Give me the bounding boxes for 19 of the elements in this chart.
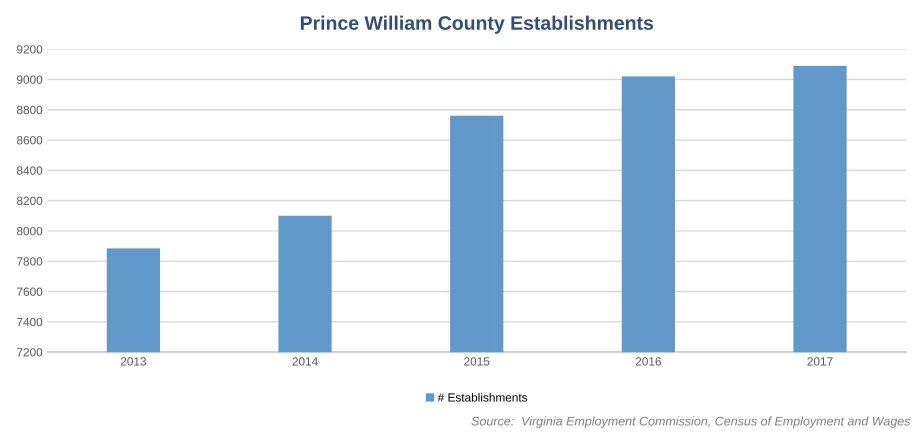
y-tick-label: 7400 <box>17 318 42 326</box>
x-tick-label: 2017 <box>807 357 833 366</box>
chart-title: Prince William County Establishments <box>300 16 654 34</box>
y-tick-label: 8600 <box>16 136 42 144</box>
legend-label: # Establishments <box>438 392 528 402</box>
y-tick-label: 9000 <box>17 75 42 84</box>
y-tick-label: 7600 <box>17 288 42 296</box>
y-tick-label: 8000 <box>16 226 42 236</box>
source-note: Source: Virginia Employment Commission, Census of Employment and Wages <box>471 416 910 428</box>
x-tick-label: 2013 <box>120 357 146 366</box>
y-tick-label: 7800 <box>17 257 42 266</box>
y-tick-label: 8200 <box>16 196 42 206</box>
y-tick-label: 8800 <box>16 106 42 114</box>
y-tick-label: 7200 <box>17 348 42 356</box>
x-tick-label: 2015 <box>464 357 490 366</box>
x-tick-label: 2016 <box>636 357 661 366</box>
y-tick-label: 9200 <box>17 45 42 54</box>
y-tick-label: 8400 <box>16 166 42 175</box>
x-tick-label: 2014 <box>292 357 318 366</box>
